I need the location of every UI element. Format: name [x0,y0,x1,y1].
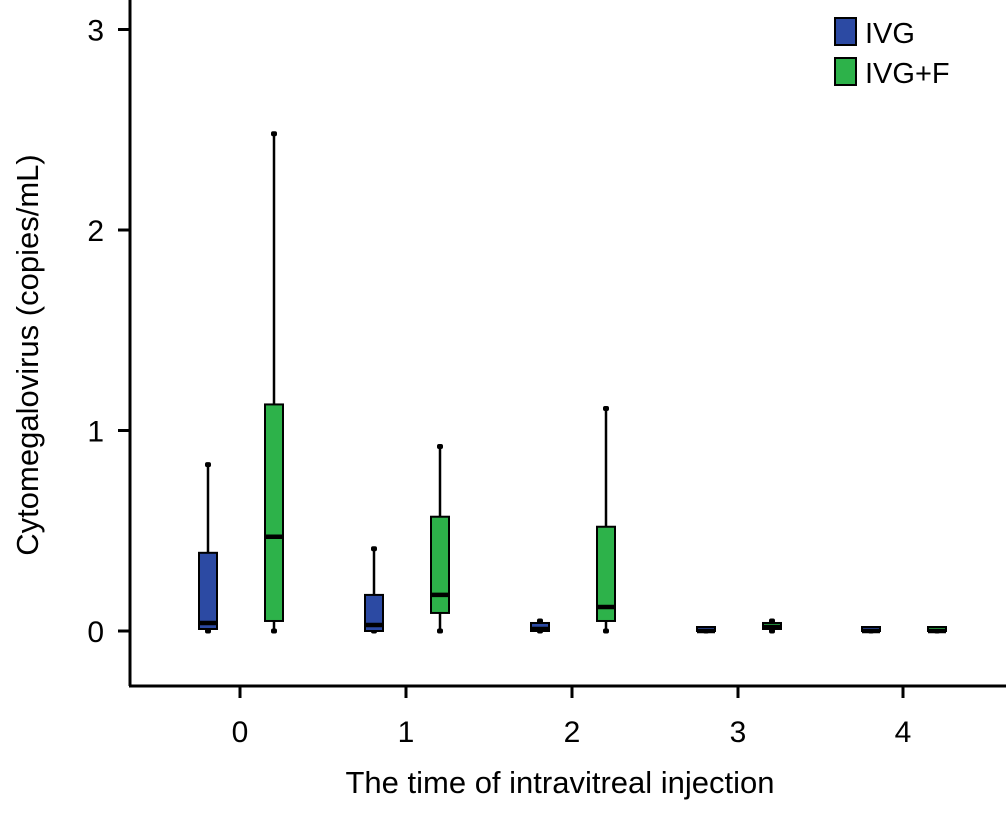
box-ivg-0 [198,462,218,634]
box-ivg-4 [861,626,881,634]
box-ivg-2 [530,618,550,634]
max-marker [437,444,443,450]
box-ivg-1 [364,546,384,634]
box-ivg-f-3 [762,618,782,634]
legend-label: IVG+F [865,58,950,90]
box-ivg-3 [696,626,716,634]
y-tick-label: 1 [87,416,104,449]
max-marker [603,405,609,411]
box-ivg-f-1 [430,444,450,634]
x-tick-label: 1 [398,716,415,749]
box-body [430,515,450,614]
box-ivg-f-0 [264,131,284,634]
legend-label: IVG [865,18,915,50]
box-body [364,593,384,632]
max-marker [371,546,377,552]
y-tick-label: 3 [87,15,104,48]
legend-swatch [834,57,857,86]
max-marker [205,462,211,468]
box-body [198,551,218,630]
x-tick-label: 0 [232,716,249,749]
axes [128,0,1006,688]
min-marker [271,628,277,634]
y-ticks: 0 1 2 3 [87,15,130,649]
min-marker [437,628,443,634]
x-ticks: 0 1 2 3 4 [232,686,912,749]
y-tick-label: 2 [87,215,104,248]
legend: IVG IVG+F [834,17,950,90]
boxes [198,131,947,634]
box-ivg-f-2 [596,405,616,634]
y-tick-label: 0 [87,616,104,649]
x-tick-label: 3 [730,716,747,749]
box-ivg-f-4 [927,626,947,634]
y-axis-label: Cytomegalovirus (copies/mL) [10,154,45,555]
x-axis-label: The time of intravitreal injection [345,765,774,800]
box-body [596,525,616,622]
min-marker [603,628,609,634]
legend-swatch [834,17,857,46]
x-tick-label: 2 [564,716,581,749]
max-marker [271,131,277,137]
box-body [264,403,284,622]
x-tick-label: 4 [895,716,912,749]
